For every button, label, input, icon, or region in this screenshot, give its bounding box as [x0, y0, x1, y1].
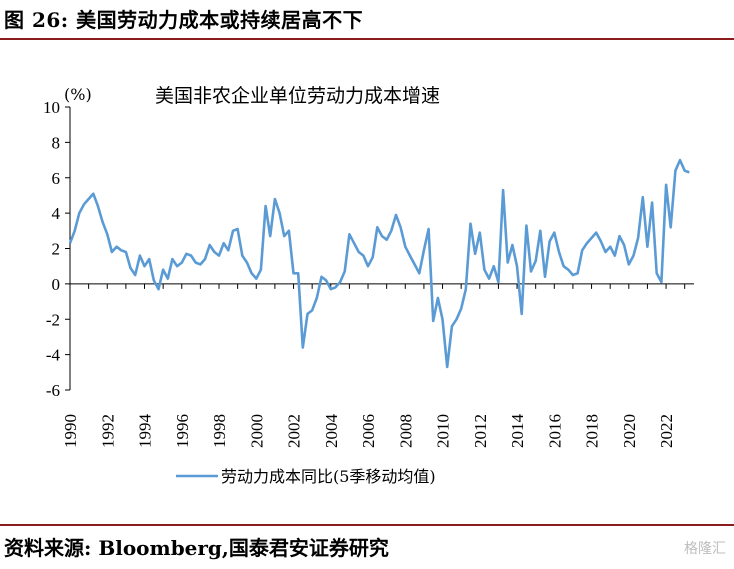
y-tick-label: 2 — [52, 240, 61, 259]
watermark: 格隆汇 — [684, 541, 726, 557]
top-rule — [0, 38, 734, 40]
y-tick-label: 4 — [52, 204, 61, 223]
y-tick-label: -6 — [46, 381, 60, 400]
x-tick-label: 1996 — [173, 414, 192, 448]
y-unit-label: (%) — [64, 85, 92, 104]
figure-title: 图 26: 美国劳动力成本或持续居高不下 — [4, 8, 364, 32]
x-tick-label: 2022 — [657, 414, 676, 448]
bottom-rule — [0, 524, 734, 526]
x-tick-label: 2018 — [583, 414, 602, 448]
x-tick-label: 2016 — [545, 414, 564, 448]
legend-label: 劳动力成本同比(5季移动均值) — [221, 467, 436, 486]
x-tick-label: 2002 — [285, 414, 304, 448]
x-tick-label: 2012 — [471, 414, 490, 448]
x-tick-label: 2006 — [359, 414, 378, 448]
x-tick-label: 2014 — [508, 414, 527, 449]
y-tick-label: 0 — [52, 275, 61, 294]
x-tick-label: 2020 — [620, 414, 639, 448]
legend: 劳动力成本同比(5季移动均值) — [176, 467, 436, 486]
x-tick-label: 2008 — [396, 414, 415, 448]
y-tick-label: 10 — [43, 98, 60, 117]
chart-title: 美国非农企业单位劳动力成本增速 — [155, 85, 440, 107]
x-tick-label: 1994 — [136, 414, 155, 449]
y-tick-label: 8 — [52, 133, 61, 152]
x-tick-label: 2004 — [322, 414, 341, 449]
x-tick-label: 2010 — [434, 414, 453, 448]
series-line-0 — [68, 158, 690, 369]
source-note: 资料来源: Bloomberg,国泰君安证券研究 — [4, 536, 389, 560]
y-tick-label: 6 — [52, 169, 61, 188]
x-tick-label: 1992 — [98, 414, 117, 448]
x-tick-label: 1990 — [61, 414, 80, 448]
y-tick-label: -4 — [46, 346, 61, 365]
y-tick-label: -2 — [46, 310, 60, 329]
x-tick-label: 2000 — [247, 414, 266, 448]
x-tick-label: 1998 — [210, 414, 229, 448]
